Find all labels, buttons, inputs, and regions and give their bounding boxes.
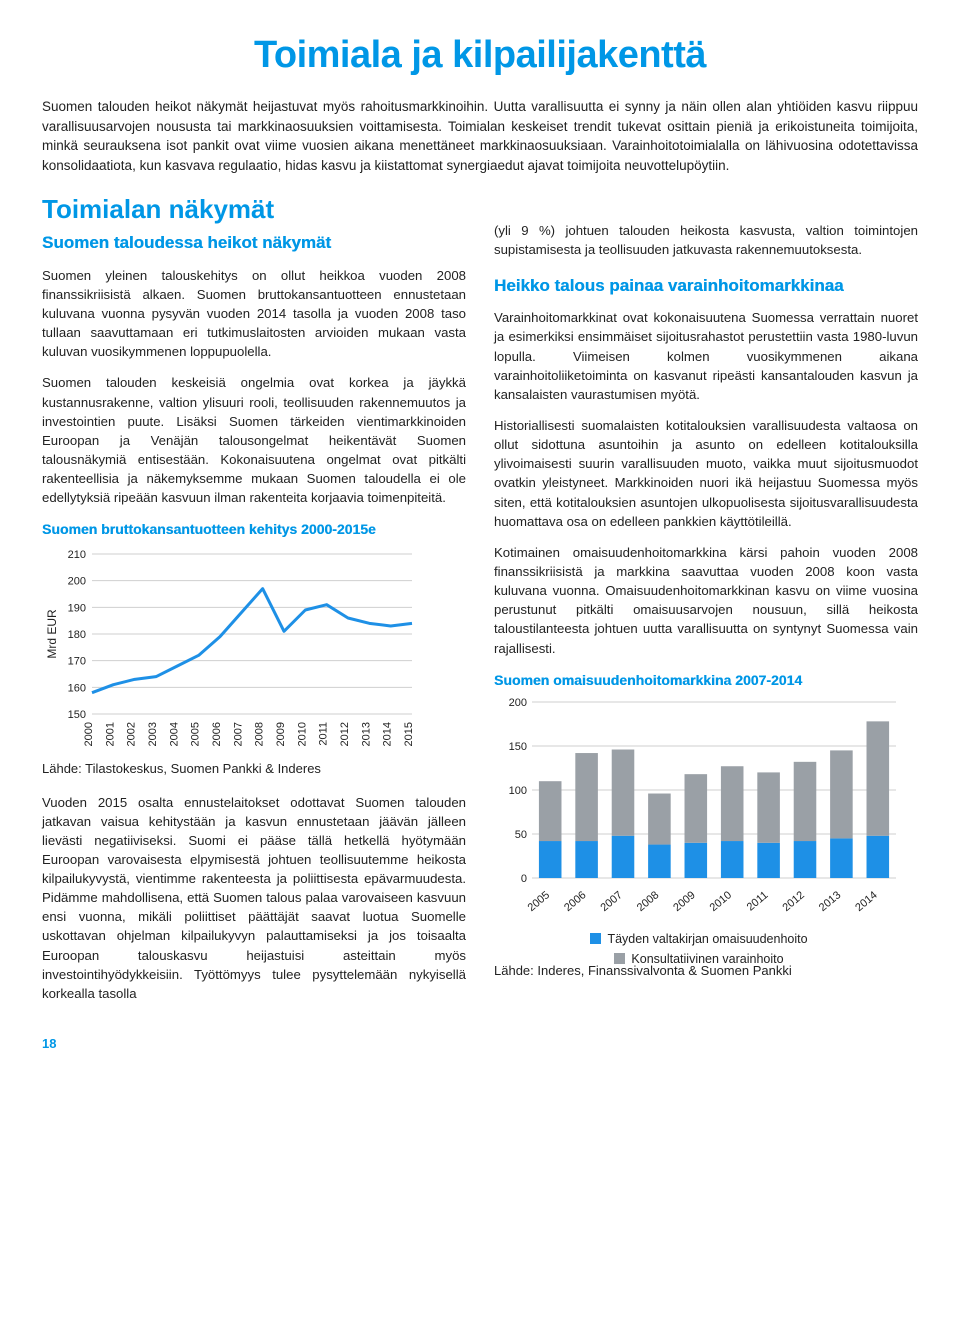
line-chart-source: Lähde: Tilastokeskus, Suomen Pankki & In… (42, 760, 466, 779)
svg-text:2009: 2009 (275, 722, 287, 746)
svg-text:2014: 2014 (382, 722, 394, 746)
svg-text:2012: 2012 (339, 722, 351, 746)
svg-text:190: 190 (68, 602, 86, 614)
svg-text:2011: 2011 (318, 722, 330, 746)
svg-text:150: 150 (509, 741, 527, 753)
left-p2: Suomen talouden keskeisiä ongelmia ovat … (42, 373, 466, 507)
svg-text:Mrd EUR: Mrd EUR (45, 609, 59, 659)
svg-text:2008: 2008 (254, 722, 266, 746)
page-title: Toimiala ja kilpailijakenttä (42, 28, 918, 83)
svg-text:180: 180 (68, 629, 86, 641)
left-p1: Suomen yleinen talouskehitys on ollut he… (42, 266, 466, 362)
svg-text:2010: 2010 (296, 722, 308, 746)
right-subhead-1: Heikko talous painaa varainhoitomarkkina… (494, 274, 918, 299)
left-column: Toimialan näkymät Suomen taloudessa heik… (42, 191, 466, 1015)
svg-text:2007: 2007 (598, 889, 624, 914)
svg-text:2005: 2005 (526, 889, 552, 914)
line-chart: 150 160 170 180 190 200 210 Mrd EUR 2000 2001 2002… (42, 546, 422, 756)
right-p1: (yli 9 %) johtuen talouden heikosta kasv… (494, 221, 918, 259)
svg-text:2007: 2007 (232, 722, 244, 746)
right-p3: Historiallisesti suomalaisten kotitalouk… (494, 416, 918, 531)
two-column-layout: Toimialan näkymät Suomen taloudessa heik… (42, 191, 918, 1015)
svg-text:2009: 2009 (671, 889, 697, 914)
svg-text:2013: 2013 (360, 722, 372, 746)
svg-text:2006: 2006 (211, 722, 223, 746)
svg-text:2012: 2012 (780, 889, 806, 914)
svg-text:160: 160 (68, 682, 86, 694)
svg-text:2000: 2000 (83, 722, 95, 746)
left-subhead-1: Suomen taloudessa heikot näkymät (42, 231, 466, 256)
svg-text:2015: 2015 (403, 722, 415, 746)
svg-text:2010: 2010 (708, 889, 734, 914)
svg-text:100: 100 (509, 785, 527, 797)
bar-chart-title: Suomen omaisuudenhoitomarkkina 2007-2014 (494, 670, 918, 690)
section-title: Toimialan näkymät (42, 191, 466, 229)
svg-text:170: 170 (68, 655, 86, 667)
svg-text:200: 200 (68, 575, 86, 587)
svg-text:200: 200 (509, 697, 527, 709)
svg-text:150: 150 (68, 709, 86, 721)
svg-text:210: 210 (68, 549, 86, 561)
svg-text:2006: 2006 (562, 889, 588, 914)
page-number: 18 (42, 1035, 918, 1054)
line-chart-title: Suomen bruttokansantuotteen kehitys 2000… (42, 519, 466, 539)
svg-text:50: 50 (515, 829, 527, 841)
left-p3: Vuoden 2015 osalta ennustelaitokset odot… (42, 793, 466, 1004)
right-p2: Varainhoitomarkkinat ovat kokonaisuutena… (494, 308, 918, 404)
svg-text:2003: 2003 (147, 722, 159, 746)
bar-chart: 0 50 100 150 200 2005 2006 2007 2008 2009 2010 2011… (494, 696, 904, 956)
svg-text:2011: 2011 (745, 889, 771, 913)
svg-text:2001: 2001 (104, 722, 116, 746)
svg-text:2002: 2002 (126, 722, 138, 746)
svg-text:2004: 2004 (168, 722, 180, 746)
svg-text:2008: 2008 (635, 889, 661, 914)
svg-text:2013: 2013 (817, 889, 843, 914)
svg-text:0: 0 (521, 873, 527, 885)
intro-paragraph: Suomen talouden heikot näkymät heijastuv… (42, 97, 918, 175)
svg-text:2005: 2005 (190, 722, 202, 746)
svg-text:2014: 2014 (853, 889, 879, 914)
right-p4: Kotimainen omaisuudenhoitomarkkina kärsi… (494, 543, 918, 658)
right-column: (yli 9 %) johtuen talouden heikosta kasv… (494, 191, 918, 1015)
